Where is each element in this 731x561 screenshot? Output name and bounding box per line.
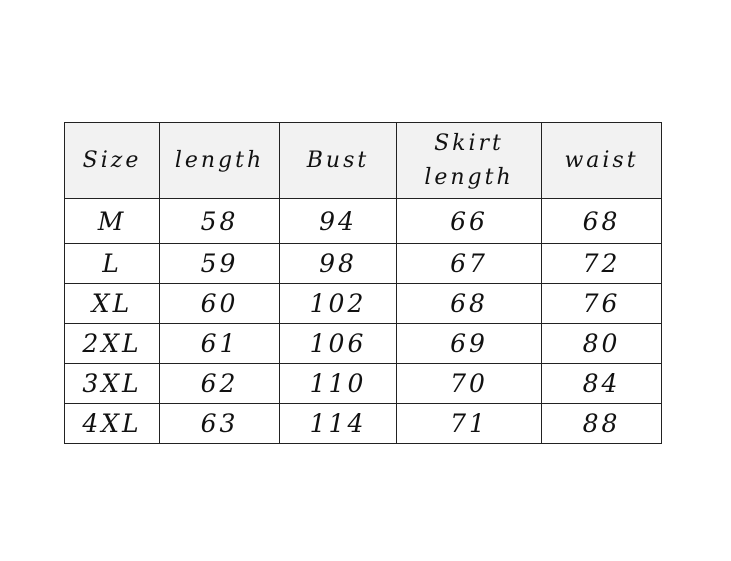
table-body: M 58 94 66 68 L 59 98 67 72 XL 60 102 68 76 2XL 61 106 69 8… xyxy=(64,198,662,444)
column-header: Skirt length xyxy=(396,122,542,199)
column-header: waist xyxy=(541,122,662,199)
measurement-cell: 61 xyxy=(159,323,280,364)
measurement-cell: 68 xyxy=(541,198,662,244)
table-row: XL 60 102 68 76 xyxy=(64,283,662,324)
measurement-cell: 58 xyxy=(159,198,280,244)
measurement-cell: 106 xyxy=(279,323,397,364)
measurement-cell: 102 xyxy=(279,283,397,324)
measurement-cell: 59 xyxy=(159,243,280,284)
table-row: 3XL 62 110 70 84 xyxy=(64,363,662,404)
measurement-cell: 98 xyxy=(279,243,397,284)
table-row: M 58 94 66 68 xyxy=(64,198,662,244)
measurement-cell: 71 xyxy=(396,403,542,444)
table-row: L 59 98 67 72 xyxy=(64,243,662,284)
size-cell: 4XL xyxy=(64,403,160,444)
measurement-cell: 94 xyxy=(279,198,397,244)
size-cell: L xyxy=(64,243,160,284)
measurement-cell: 70 xyxy=(396,363,542,404)
table-row: 2XL 61 106 69 80 xyxy=(64,323,662,364)
measurement-cell: 114 xyxy=(279,403,397,444)
size-cell: M xyxy=(64,198,160,244)
measurement-cell: 68 xyxy=(396,283,542,324)
measurement-cell: 88 xyxy=(541,403,662,444)
header-row: Size length Bust Skirt length waist xyxy=(64,122,662,199)
measurement-cell: 62 xyxy=(159,363,280,404)
measurement-cell: 72 xyxy=(541,243,662,284)
measurement-cell: 67 xyxy=(396,243,542,284)
measurement-cell: 60 xyxy=(159,283,280,324)
size-chart-table: Size length Bust Skirt length waist M 58 94 66 6… xyxy=(64,122,662,444)
column-header: length xyxy=(159,122,280,199)
column-header: Size xyxy=(64,122,160,199)
measurement-cell: 110 xyxy=(279,363,397,404)
measurement-cell: 84 xyxy=(541,363,662,404)
measurement-cell: 66 xyxy=(396,198,542,244)
measurement-cell: 76 xyxy=(541,283,662,324)
size-cell: XL xyxy=(64,283,160,324)
measurement-cell: 69 xyxy=(396,323,542,364)
size-cell: 2XL xyxy=(64,323,160,364)
column-header: Bust xyxy=(279,122,397,199)
table-row: 4XL 63 114 71 88 xyxy=(64,403,662,444)
size-cell: 3XL xyxy=(64,363,160,404)
measurement-cell: 80 xyxy=(541,323,662,364)
measurement-cell: 63 xyxy=(159,403,280,444)
